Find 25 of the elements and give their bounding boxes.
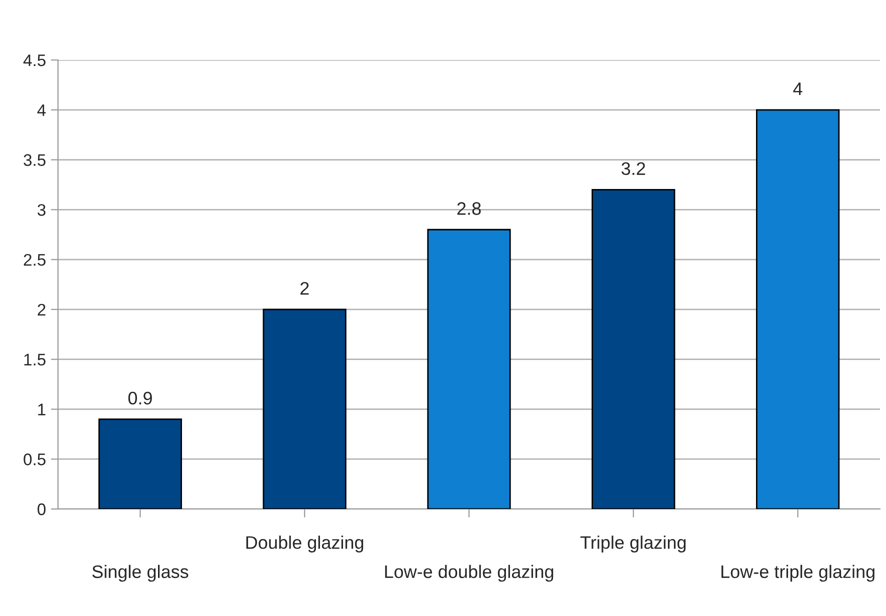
y-tick-label: 3.5 (24, 154, 46, 166)
x-tick-label: Triple glazing (580, 536, 686, 552)
y-tick-label: 4 (37, 104, 46, 116)
data-label: 2 (300, 282, 309, 295)
x-tick-label: Low-e double glazing (385, 564, 554, 582)
y-tick-label: 0 (38, 503, 46, 516)
y-tick-label: 1 (38, 404, 46, 416)
x-tick-label: Double glazing (246, 536, 364, 552)
bar (262, 308, 346, 509)
bar (98, 418, 182, 509)
bar (756, 109, 840, 509)
data-label: 2.8 (457, 202, 481, 215)
data-label: 3.2 (622, 162, 646, 176)
y-tick-label: 0.5 (24, 454, 46, 466)
y-tick-label: 2.5 (24, 254, 46, 266)
data-label: 0.9 (128, 392, 152, 405)
bar (592, 189, 676, 509)
y-tick-label: 4.5 (23, 54, 46, 66)
data-label: 4 (793, 82, 802, 96)
y-tick-label: 1.5 (24, 354, 46, 366)
y-tick-label: 3 (38, 204, 46, 216)
y-tick-label: 2 (38, 304, 46, 316)
x-tick-label: Single glass (92, 564, 188, 582)
x-tick-label: Low-e triple glazing (722, 564, 874, 582)
bar (427, 228, 511, 509)
